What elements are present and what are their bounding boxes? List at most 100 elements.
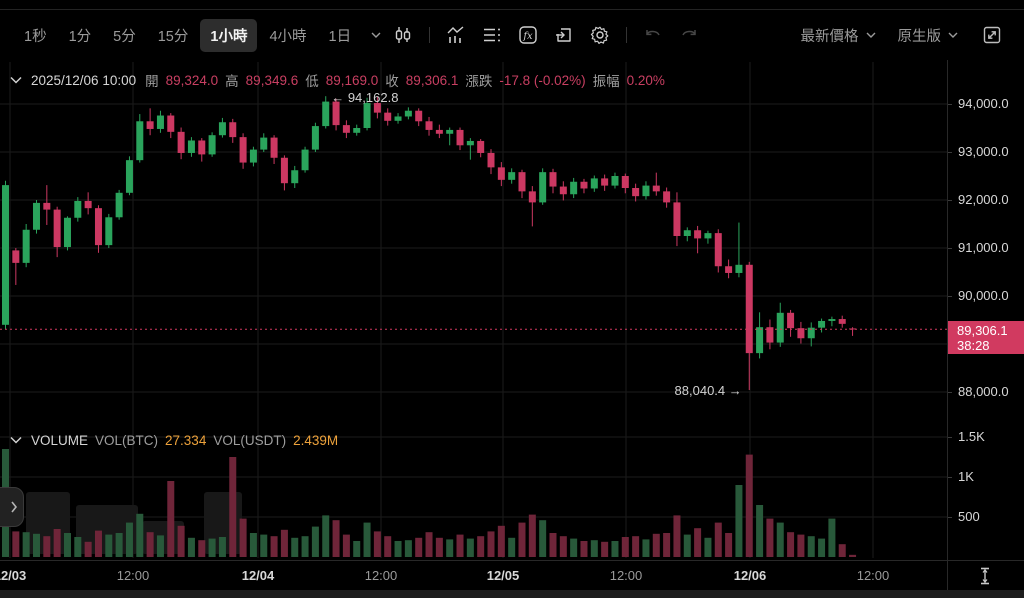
undo-icon [646,30,660,36]
price-axis-label: 88,000.0 [958,384,1009,399]
amplitude-value: 0.20% [626,72,665,88]
time-axis-label: 12:00 [609,568,643,583]
vol-btc-value: 27.334 [165,432,207,448]
collapse-volume-pane-button[interactable] [10,436,22,444]
price-axis-label: 93,000.0 [958,144,1009,159]
time-axis-label: 12/04 [241,568,275,583]
axis-cursor-button[interactable] [978,566,992,591]
timeframe-1日[interactable]: 1日 [319,19,362,52]
price-axis-label: 94,000.0 [958,96,1009,111]
i-beam-icon [981,567,989,585]
volume-title: VOLUME [31,432,89,448]
version-dropdown[interactable]: 原生版 [892,21,965,50]
open-label: 開 [145,74,159,89]
settings-button[interactable] [585,20,615,50]
indicators-button[interactable] [441,20,471,50]
version-label: 原生版 [897,28,942,45]
undo-button[interactable] [638,20,668,50]
time-axis-label: 12/05 [486,568,520,583]
volume-axis-label: 500 [958,509,980,524]
axis-tick [948,104,952,105]
time-axis-label: 12/03 [0,568,27,583]
export-button[interactable] [549,20,579,50]
latest-price-label: 最新價格 [800,28,859,45]
fx-indicator-button[interactable]: fx [513,20,543,50]
timeframe-5分[interactable]: 5分 [103,19,146,52]
toolbar: 1秒 1分 5分 15分 1小時 4小時 1日 [0,9,1024,60]
timeframe-group: 1秒 1分 5分 15分 1小時 4小時 1日 [14,18,362,52]
axis-tick [948,200,952,201]
fullscreen-button[interactable] [977,20,1007,50]
axis-tick [948,477,952,478]
timeframe-15分[interactable]: 15分 [148,19,199,52]
gear-icon [590,26,609,44]
redo-icon [682,30,696,36]
candle-countdown: 38:28 [957,338,990,353]
high-label: 高 [225,74,239,89]
toolbar-divider [626,27,628,43]
fullscreen-icon [983,26,1001,44]
price-axis-label: 91,000.0 [958,240,1009,255]
candlestick-style-button[interactable] [388,20,418,50]
candlestick-icon [395,27,411,43]
time-axis-label: 12:00 [116,568,150,583]
display-list-icon [484,28,501,42]
time-axis-label: 12:00 [364,568,398,583]
axis-tick [948,517,952,518]
high-value: 89,349.6 [245,72,299,88]
price-axis-label: 92,000.0 [958,192,1009,207]
low-label: 低 [305,74,319,89]
chevron-down-icon [948,32,958,38]
axis-tick [948,296,952,297]
close-label: 收 [385,74,399,89]
volume-info-row: VOLUME VOL(BTC) 27.334 VOL(USDT) 2.439M [10,431,338,449]
chevron-right-icon [11,501,18,513]
change-value: -17.8 (-0.02%) [499,72,586,88]
indicators-icon [447,26,464,43]
toolbar-right: 最新價格 原生版 [795,20,1011,50]
close-value: 89,306.1 [405,72,459,88]
timeframe-1分[interactable]: 1分 [59,19,102,52]
axis-tick [948,152,952,153]
latest-price-dropdown[interactable]: 最新價格 [795,21,882,50]
volume-axis-label: 1K [958,469,974,484]
time-axis[interactable]: 12/03 12:00 12/04 12:00 12/05 12:00 12/06 12:00 [0,560,1024,590]
display-settings-button[interactable] [477,20,507,50]
vol-usdt-label: VOL(USDT) [213,432,287,448]
chevron-down-icon [866,32,875,38]
vol-usdt-value: 2.439M [293,432,339,448]
time-axis-label: 12:00 [856,568,890,583]
last-price-badge: 89,306.1 38:28 [948,321,1024,354]
time-axis-label: 12/06 [733,568,767,583]
chevron-down-icon [10,436,22,444]
svg-text:fx: fx [522,31,533,42]
high-price-annotation: ← 94,162.8 [331,90,399,106]
axis-tick [948,392,952,393]
vol-btc-label: VOL(BTC) [95,432,159,448]
axis-tick [948,437,952,438]
chevron-down-icon [10,76,22,84]
price-axis[interactable]: 89,306.1 38:28 94,000.0 93,000.0 92,000.0 9… [947,60,1024,590]
timeframe-more-dropdown[interactable] [361,26,385,44]
bottom-scroll-strip[interactable] [0,590,1024,598]
toolbar-divider [429,27,431,43]
collapse-price-pane-button[interactable] [10,76,22,84]
axis-tick [948,248,952,249]
last-price-value: 89,306.1 [957,323,1008,338]
timeframe-4小時[interactable]: 4小時 [259,19,316,52]
low-value: 89,169.0 [325,72,379,88]
chevron-down-icon [371,32,381,38]
candle-datetime: 2025/12/06 10:00 [31,72,137,88]
volume-axis-label: 1.5K [958,429,985,444]
open-value: 89,324.0 [165,72,219,88]
ohlc-info-row: 2025/12/06 10:00 開 89,324.0 高 89,349.6 低… [10,70,665,90]
sidebar-expander-button[interactable] [0,487,24,527]
timeframe-1秒[interactable]: 1秒 [14,19,57,52]
export-icon [556,28,571,42]
timeframe-1小時[interactable]: 1小時 [200,18,258,52]
change-label: 漲跌 [465,74,493,89]
low-price-annotation: 88,040.4 → [674,383,742,399]
redo-button[interactable] [674,20,704,50]
